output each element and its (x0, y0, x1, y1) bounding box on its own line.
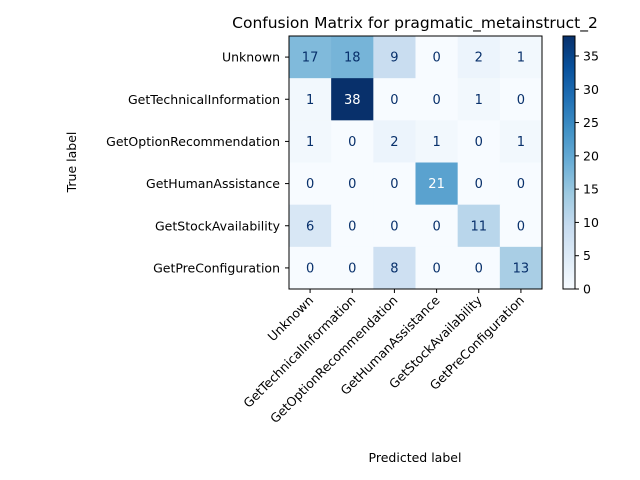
matrix-cell (499, 162, 543, 206)
y-tick-label: GetHumanAssistance (146, 176, 280, 191)
cell-value-label: 0 (348, 219, 356, 234)
cell-value-label: 38 (344, 93, 361, 108)
matrix-cell (457, 204, 501, 248)
matrix-cell (373, 162, 416, 206)
cell-value-label: 2 (390, 135, 398, 150)
y-tick-label: GetTechnicalInformation (128, 92, 280, 107)
colorbar-tick-label: 30 (583, 82, 599, 97)
matrix-cell (415, 120, 459, 163)
cell-value-label: 0 (390, 93, 398, 108)
matrix-cell (289, 204, 332, 248)
matrix-cell (331, 78, 374, 121)
y-tick-label: GetStockAvailability (155, 218, 281, 233)
colorbar (562, 35, 576, 290)
matrix-cell (499, 120, 543, 163)
matrix-cell (457, 120, 501, 163)
cell-value-label: 0 (348, 261, 356, 276)
y-tick-label: GetOptionRecommendation (106, 134, 280, 149)
cell-value-label: 18 (344, 51, 361, 66)
cell-value-label: 11 (470, 219, 487, 234)
cell-value-label: 2 (475, 51, 483, 66)
colorbar-tick-label: 25 (583, 115, 599, 130)
matrix-cell (373, 120, 416, 163)
matrix-cell (289, 246, 332, 290)
colorbar-tick-label: 35 (583, 48, 599, 63)
cell-value-label: 0 (432, 51, 440, 66)
chart-title: Confusion Matrix for pragmatic_metainstr… (232, 14, 598, 33)
cell-value-label: 0 (475, 177, 483, 192)
cell-value-label: 17 (302, 51, 319, 66)
colorbar-tick-label: 15 (583, 182, 599, 197)
cell-value-label: 1 (517, 135, 525, 150)
cell-value-label: 21 (428, 177, 445, 192)
cell-value-label: 1 (475, 93, 483, 108)
cell-value-label: 0 (432, 219, 440, 234)
y-tick-label: GetPreConfiguration (153, 260, 280, 275)
matrix-cell (289, 78, 332, 121)
matrix-cell (373, 78, 416, 121)
cell-value-label: 0 (306, 261, 314, 276)
matrix-cell (499, 204, 543, 248)
matrix-cell (457, 162, 501, 206)
matrix-cell (373, 204, 416, 248)
y-axis-ticks: Unknown GetTechnicalInformation GetOptionR… (106, 50, 289, 275)
cell-value-label: 0 (390, 177, 398, 192)
cell-value-label: 6 (306, 219, 314, 234)
matrix-cell (289, 36, 332, 79)
colorbar-tick-label: 5 (583, 248, 591, 263)
cell-value-label: 1 (432, 135, 440, 150)
cell-value-label: 0 (306, 177, 314, 192)
x-axis-label: Predicted label (369, 450, 462, 465)
matrix-cell (289, 162, 332, 206)
colorbar-tick-label: 10 (583, 215, 599, 230)
cell-value-label: 0 (432, 93, 440, 108)
colorbar-tick-label: 0 (583, 282, 591, 297)
cell-value-label: 0 (517, 219, 525, 234)
cell-value-label: 0 (348, 135, 356, 150)
matrix-cell (373, 36, 416, 79)
cell-value-label: 0 (475, 261, 483, 276)
matrix-cell (457, 78, 501, 121)
matrix-cell (415, 36, 459, 79)
cell-value-label: 1 (306, 93, 314, 108)
matrix-cell (499, 36, 543, 79)
matrix-cell (331, 36, 374, 79)
matrix-cell (457, 36, 501, 79)
cell-value-label: 13 (513, 261, 530, 276)
matrix-cell (331, 246, 374, 290)
cell-value-label: 1 (306, 135, 314, 150)
matrix-cell-values: 17 18 9 0 2 11 38 0 0 1 01 0 2 1 0 10 0 0 21 0 06 0 0 0 11 00 0 8 0 0… (302, 51, 529, 277)
y-axis-label: True label (64, 132, 79, 194)
matrix-cells (289, 36, 543, 290)
matrix-cell (289, 120, 332, 163)
cell-value-label: 1 (517, 51, 525, 66)
matrix-cell (331, 120, 374, 163)
matrix-cell (499, 78, 543, 121)
matrix-cell (415, 78, 459, 121)
matrix-cell (331, 162, 374, 206)
matrix-cell (331, 204, 374, 248)
y-tick-label: Unknown (222, 50, 280, 65)
cell-value-label: 0 (517, 93, 525, 108)
matrix-cell (415, 204, 459, 248)
matrix-cell (373, 246, 416, 290)
matrix-cell (457, 246, 501, 290)
cell-value-label: 0 (432, 261, 440, 276)
cell-value-label: 8 (390, 261, 398, 276)
matrix-frame (288, 35, 543, 290)
matrix-cell (499, 246, 543, 290)
cell-value-label: 0 (475, 135, 483, 150)
cell-value-label: 0 (390, 219, 398, 234)
cell-value-label: 9 (390, 51, 398, 66)
x-axis-ticks: UnknownGetTechnicalInformationGetOptionR… (240, 289, 527, 426)
colorbar-ticks: 0 5 10 15 20 25 30 35 (575, 48, 599, 297)
matrix-cell (415, 162, 459, 206)
cell-value-label: 0 (517, 177, 525, 192)
colorbar-tick-label: 20 (583, 148, 599, 163)
matrix-cell (415, 246, 459, 290)
cell-value-label: 0 (348, 177, 356, 192)
